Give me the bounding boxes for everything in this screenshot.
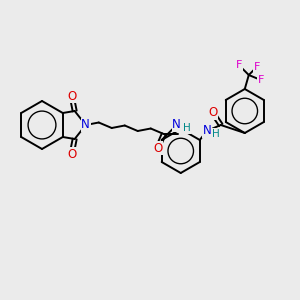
Text: F: F — [254, 62, 260, 72]
Text: N: N — [81, 118, 90, 131]
Text: F: F — [258, 75, 264, 85]
Text: O: O — [153, 142, 162, 154]
Text: F: F — [236, 60, 242, 70]
Text: O: O — [67, 148, 76, 160]
Text: O: O — [67, 89, 76, 103]
Text: H: H — [212, 129, 220, 139]
Text: H: H — [183, 123, 190, 133]
Text: O: O — [208, 106, 218, 119]
Text: N: N — [202, 124, 211, 137]
Text: N: N — [172, 118, 181, 131]
